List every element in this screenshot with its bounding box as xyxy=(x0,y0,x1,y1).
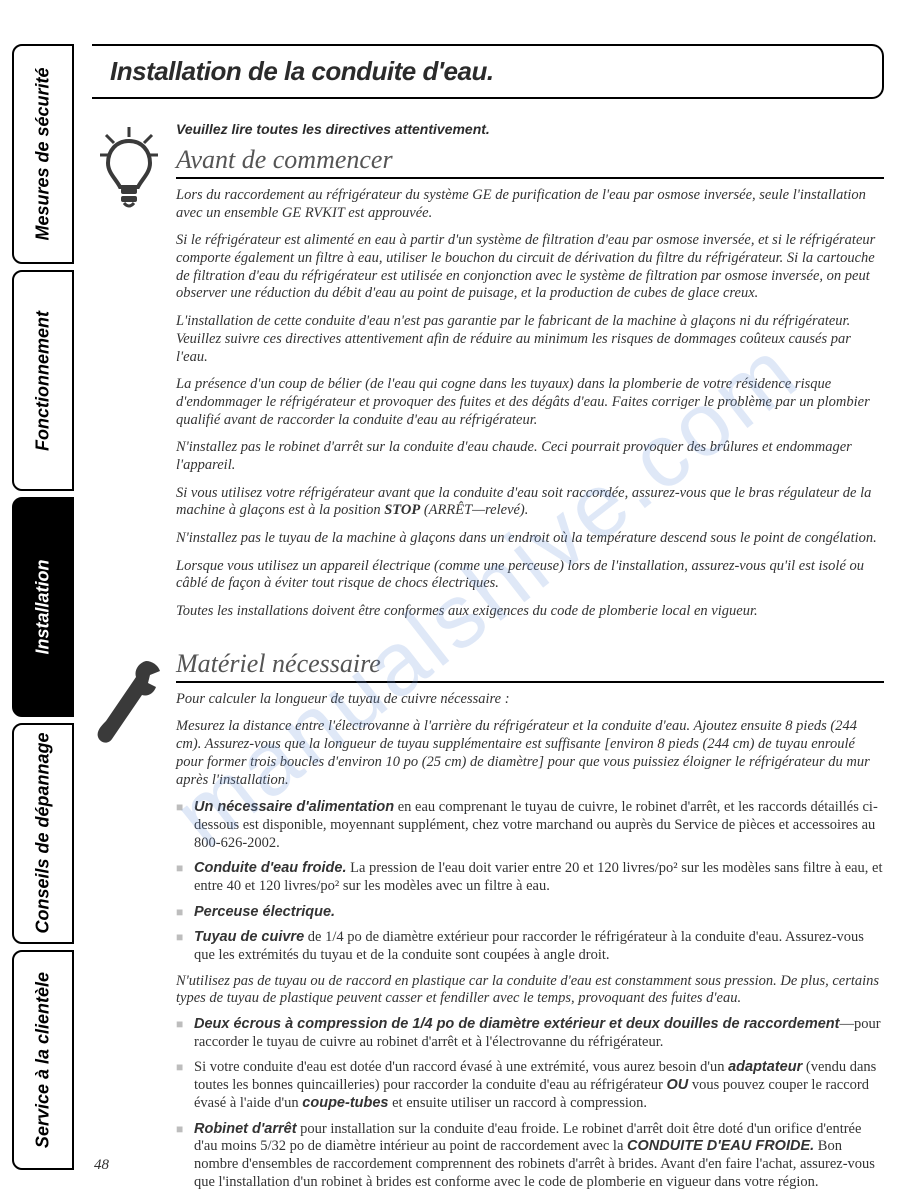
bold: coupe-tubes xyxy=(302,1095,388,1111)
list-item: Un nécessaire d'alimentation en eau comp… xyxy=(176,799,884,852)
heading-materials: Matériel nécessaire xyxy=(176,649,884,683)
list-item: Deux écrous à compression de 1/4 po de d… xyxy=(176,1016,884,1051)
section-body: Veuillez lire toutes les directives atte… xyxy=(176,121,884,631)
section-materials: Matériel nécessaire Pour calculer la lon… xyxy=(94,649,884,1199)
plastic-note: N'utilisez pas de tuyau ou de raccord en… xyxy=(176,973,884,1008)
para: La présence d'un coup de bélier (de l'ea… xyxy=(176,376,884,429)
para: Si le réfrigérateur est alimenté en eau … xyxy=(176,232,884,303)
list-item: Conduite d'eau froide. La pression de l'… xyxy=(176,860,884,895)
para: N'installez pas le robinet d'arrêt sur l… xyxy=(176,439,884,474)
lightbulb-icon xyxy=(94,121,176,631)
tab-label: Installation xyxy=(33,560,54,655)
para: N'installez pas le tuyau de la machine à… xyxy=(176,530,884,548)
read-instructions: Veuillez lire toutes les directives atte… xyxy=(176,121,884,137)
item-lead: Robinet d'arrêt xyxy=(194,1121,297,1137)
para: Lors du raccordement au réfrigérateur du… xyxy=(176,187,884,222)
section-body: Matériel nécessaire Pour calculer la lon… xyxy=(176,649,884,1199)
list-item: Si votre conduite d'eau est dotée d'un r… xyxy=(176,1059,884,1112)
main-content: Installation de la conduite d'eau. xyxy=(74,0,918,1188)
sidebar-tabs: Mesures de sécurité Fonctionnement Insta… xyxy=(0,0,74,1188)
para: L'installation de cette conduite d'eau n… xyxy=(176,313,884,366)
para: Lorsque vous utilisez un appareil électr… xyxy=(176,558,884,593)
measure: Mesurez la distance entre l'électrovanne… xyxy=(176,718,884,789)
bold: OU xyxy=(666,1077,688,1093)
para: Toutes les installations doivent être co… xyxy=(176,603,884,621)
text: Si votre conduite d'eau est dotée d'un r… xyxy=(194,1059,728,1075)
materials-list-2: Deux écrous à compression de 1/4 po de d… xyxy=(176,1016,884,1191)
tab-label: Fonctionnement xyxy=(33,311,54,451)
text: et ensuite utiliser un raccord à compres… xyxy=(389,1095,648,1111)
tab-label: Conseils de dépannage xyxy=(33,733,54,934)
item-lead: Conduite d'eau froide. xyxy=(194,860,346,876)
text: (ARRÊT—relevé). xyxy=(420,502,528,518)
tab-safety[interactable]: Mesures de sécurité xyxy=(12,44,74,264)
item-lead: Perceuse électrique. xyxy=(194,904,335,920)
wrench-icon xyxy=(94,649,176,1199)
tab-troubleshooting[interactable]: Conseils de dépannage xyxy=(12,723,74,943)
tab-label: Mesures de sécurité xyxy=(33,68,54,241)
tab-installation[interactable]: Installation xyxy=(12,497,74,717)
item-lead: Deux écrous à compression de 1/4 po de d… xyxy=(194,1016,839,1032)
intro: Pour calculer la longueur de tuyau de cu… xyxy=(176,691,884,709)
item-lead: Un nécessaire d'alimentation xyxy=(194,799,394,815)
tab-service[interactable]: Service à la clientèle xyxy=(12,950,74,1170)
section-before-start: Veuillez lire toutes les directives atte… xyxy=(94,121,884,631)
tab-label: Service à la clientèle xyxy=(33,972,54,1148)
heading-before-start: Avant de commencer xyxy=(176,145,884,179)
list-item: Perceuse électrique. xyxy=(176,904,884,922)
bold: adaptateur xyxy=(728,1059,802,1075)
page: Mesures de sécurité Fonctionnement Insta… xyxy=(0,0,918,1188)
page-number: 48 xyxy=(94,1157,109,1174)
item-lead: Tuyau de cuivre xyxy=(194,929,304,945)
list-item: Robinet d'arrêt pour installation sur la… xyxy=(176,1121,884,1192)
list-item: Tuyau de cuivre de 1/4 po de diamètre ex… xyxy=(176,929,884,964)
stop-bold: STOP xyxy=(384,502,420,518)
para: Si vous utilisez votre réfrigérateur ava… xyxy=(176,485,884,520)
bold: CONDUITE D'EAU FROIDE. xyxy=(627,1138,814,1154)
materials-list: Un nécessaire d'alimentation en eau comp… xyxy=(176,799,884,965)
tab-operation[interactable]: Fonctionnement xyxy=(12,270,74,490)
page-title: Installation de la conduite d'eau. xyxy=(110,56,864,87)
title-box: Installation de la conduite d'eau. xyxy=(92,44,884,99)
